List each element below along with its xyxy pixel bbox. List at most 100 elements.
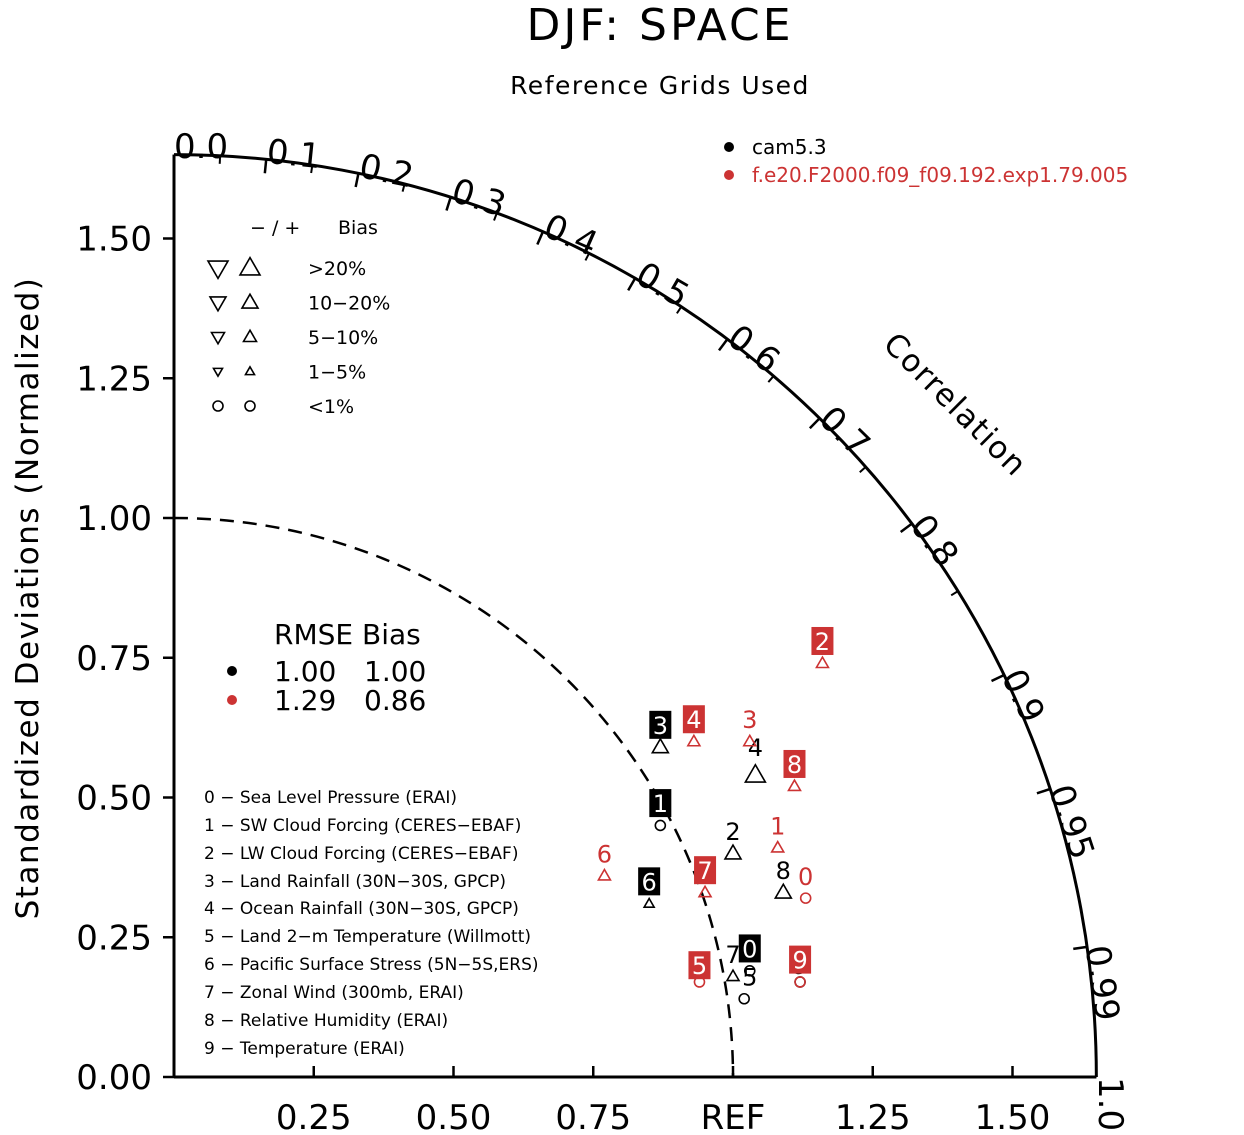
y-tick-label: 1.50 — [76, 220, 152, 260]
bias-legend-neg-marker — [212, 400, 224, 412]
correlation-tick-mark — [627, 277, 637, 291]
point-label-box — [694, 856, 717, 885]
rmse-dot-exp — [227, 695, 237, 705]
y-tick-label: 0.00 — [76, 1058, 152, 1098]
rmse-value-exp: 1.29 — [274, 684, 336, 717]
point-label-box — [638, 867, 661, 896]
point-marker — [650, 737, 670, 754]
point-label: 4 — [748, 734, 763, 762]
point-label: 3 — [653, 712, 668, 740]
correlation-tick-mark — [445, 196, 452, 211]
bias-legend-pos-marker — [242, 328, 258, 343]
y-tick-label: 1.00 — [76, 499, 152, 539]
x-tick-label: 1.25 — [835, 1098, 911, 1135]
point-marker — [815, 655, 830, 669]
point-marker — [738, 992, 750, 1005]
point-label: 4 — [686, 706, 701, 734]
correlation-minor-tick — [493, 212, 498, 221]
correlation-tick-mark — [1073, 945, 1088, 951]
correlation-tick-label: 0.95 — [1040, 780, 1102, 864]
variable-2: 2 − LW Cloud Forcing (CERES−EBAF) — [204, 844, 518, 864]
point-marker — [743, 964, 756, 977]
point-label: 1 — [653, 790, 668, 818]
std-ticks: 0.000.250.500.751.001.251.500.25 0.50 0.75… — [76, 220, 1050, 1135]
correlation-tick-mark — [536, 231, 545, 245]
point-label: 8 — [787, 751, 802, 779]
point-marker — [723, 843, 743, 860]
x-tick-label: REF — [701, 1098, 766, 1135]
point-label: 0 — [798, 863, 813, 891]
point-marker — [743, 763, 767, 783]
variable-4: 4 − Ocean Rainfall (30N−30S, GPCP) — [204, 899, 519, 919]
chart-title: DJF: SPACE — [526, 0, 793, 51]
correlation-tick-label: 0.7 — [811, 399, 878, 465]
x-tick-label: 0.25 — [276, 1098, 352, 1135]
point-marker — [697, 884, 713, 898]
variable-8: 8 − Relative Humidity (ERAI) — [204, 1011, 448, 1031]
correlation-tick-label: 0.99 — [1077, 943, 1127, 1024]
point-label-box — [649, 789, 672, 818]
y-tick-label: 1.25 — [76, 359, 152, 399]
point-label-box — [789, 945, 812, 974]
point-marker — [654, 819, 667, 832]
correlation-minor-tick — [310, 164, 314, 174]
correlation-tick-mark — [354, 173, 360, 188]
bias-legend-pos-marker — [244, 365, 256, 376]
correlation-tick-label: 0.2 — [356, 146, 417, 196]
correlation-tick-label: 0.8 — [902, 507, 966, 574]
correlation-tick-label: 0.1 — [265, 132, 323, 177]
point-label: 7 — [725, 941, 740, 969]
x-tick-label: 1.50 — [975, 1098, 1051, 1135]
point-label: 5 — [742, 963, 757, 991]
rmse-dot-cam — [227, 666, 237, 676]
x-tick-label: 0.75 — [555, 1098, 631, 1135]
point-label-box — [688, 951, 711, 980]
y-tick-label: 0.75 — [76, 639, 152, 679]
point-label: 2 — [815, 628, 830, 656]
variable-9: 9 − Temperature (ERAI) — [204, 1039, 405, 1059]
rmse-header: RMSE Bias — [274, 618, 421, 651]
correlation-tick-mark — [718, 338, 729, 352]
variable-6: 6 − Pacific Surface Stress (5N−5S,ERS) — [204, 955, 539, 975]
point-marker — [770, 839, 786, 853]
correlation-minor-tick — [401, 183, 406, 192]
point-label: 2 — [725, 818, 740, 846]
rmse-value-cam: 1.00 — [274, 655, 336, 688]
bias-legend-neg-marker — [206, 260, 230, 280]
bias-legend-label: >20% — [308, 258, 366, 280]
point-marker — [725, 968, 741, 982]
correlation-minor-tick — [950, 590, 959, 597]
rmse-legend: RMSE Bias 1.00 1.00 1.29 0.86 — [227, 618, 426, 717]
point-label: 9 — [792, 947, 807, 975]
point-marker — [787, 778, 802, 792]
chart-subtitle: Reference Grids Used — [510, 71, 810, 100]
correlation-tick-mark — [808, 417, 821, 430]
point-marker — [597, 867, 612, 881]
correlation-minor-tick — [584, 252, 590, 261]
reference-arc — [173, 516, 735, 1078]
point-label: 6 — [597, 840, 612, 868]
bias-legend-neg-marker — [212, 367, 224, 378]
point-marker — [773, 882, 793, 899]
bias-legend-label: 5−10% — [308, 327, 378, 349]
bias-legend-label: <1% — [308, 396, 354, 418]
legend-dot-cam — [724, 142, 734, 152]
point-label: 8 — [776, 857, 791, 885]
data-points: 01234567890123456789 — [597, 626, 834, 1005]
point-marker — [693, 976, 706, 988]
point-label-box — [738, 934, 761, 963]
bias-value-cam: 1.00 — [364, 655, 426, 688]
variable-1: 1 − SW Cloud Forcing (CERES−EBAF) — [204, 816, 521, 836]
bias-legend-pos-marker — [238, 256, 262, 276]
correlation-minor-tick — [767, 375, 775, 383]
y-tick-label: 0.50 — [76, 779, 152, 819]
correlation-tick-mark — [990, 673, 1005, 683]
series-legend: cam5.3 f.e20.F2000.f09_f09.192.exp1.79.0… — [724, 135, 1128, 187]
bias-legend-label: 1−5% — [308, 362, 366, 384]
point-label-box — [783, 749, 806, 778]
point-label: 6 — [642, 868, 657, 896]
bias-legend-sign: − / + — [250, 217, 300, 239]
correlation-minor-tick — [859, 466, 867, 473]
correlation-tick-label: 1.0 — [1090, 1077, 1130, 1131]
